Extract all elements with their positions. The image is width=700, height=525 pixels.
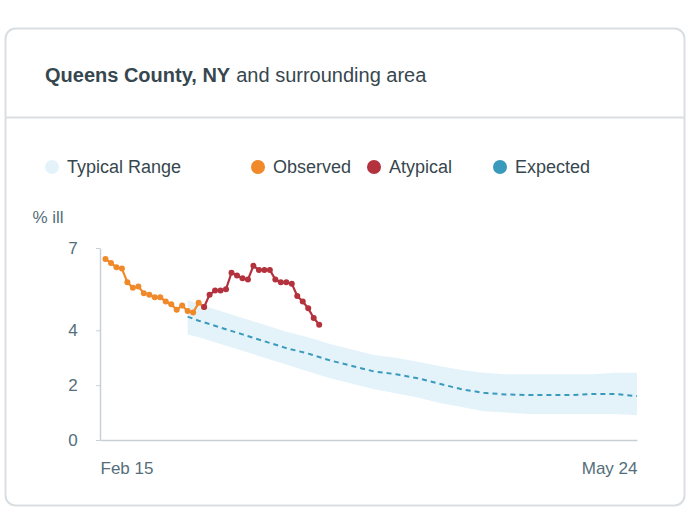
data-point: [256, 267, 262, 273]
legend-label: Typical Range: [67, 157, 181, 177]
data-point: [113, 264, 119, 270]
y-tick-label: 2: [68, 376, 77, 395]
data-point: [201, 304, 207, 310]
y-tick-label: 0: [68, 431, 77, 450]
data-point: [283, 279, 289, 285]
legend-item: Atypical: [367, 157, 452, 177]
data-point: [185, 308, 191, 314]
series-markers: [201, 263, 322, 328]
data-point: [245, 277, 251, 283]
data-point: [289, 281, 295, 287]
typical-range: [188, 300, 637, 415]
series-line: [204, 266, 319, 325]
data-point: [130, 285, 136, 291]
data-point: [108, 260, 114, 266]
y-tick-mark: [96, 440, 100, 441]
data-point: [179, 303, 185, 309]
y-tick-label: 7: [68, 239, 77, 258]
data-point: [212, 288, 218, 294]
x-tick-label: May 24: [582, 459, 638, 478]
y-tick-mark: [96, 385, 100, 386]
data-point: [316, 322, 322, 328]
data-point: [135, 283, 141, 289]
data-point: [174, 307, 180, 313]
series-markers: [102, 256, 207, 315]
data-point: [163, 298, 169, 304]
legend-label: Atypical: [389, 157, 452, 177]
data-point: [124, 279, 130, 285]
data-point: [261, 267, 267, 273]
y-tick-mark: [96, 248, 100, 249]
series-line: [105, 259, 204, 312]
y-tick: 0: [68, 431, 100, 450]
data-point: [250, 263, 256, 269]
data-point: [201, 304, 207, 310]
x-axis: Feb 15 May 24: [101, 440, 638, 478]
y-axis-title: % ill: [32, 208, 63, 227]
legend-item: Expected: [493, 157, 590, 177]
y-tick: 4: [68, 321, 100, 340]
data-point: [102, 256, 108, 262]
data-point: [168, 301, 174, 307]
data-point: [234, 272, 240, 278]
data-point: [157, 294, 163, 300]
data-point: [152, 294, 158, 300]
legend-swatch: [367, 160, 381, 174]
data-point: [311, 315, 317, 321]
legend-swatch: [45, 160, 59, 174]
data-point: [207, 292, 213, 298]
x-axis-line: [101, 440, 638, 442]
data-point: [223, 286, 229, 292]
chart: Queens County, NYand surrounding area Typ…: [0, 0, 700, 525]
title-main: Queens County, NY: [45, 64, 231, 86]
series-line: [188, 317, 637, 397]
data-point: [146, 292, 152, 298]
y-tick-mark: [96, 330, 100, 331]
data-point: [218, 288, 224, 294]
subtitle: and surrounding area: [236, 64, 427, 86]
data-point: [278, 279, 284, 285]
data-point: [239, 275, 245, 281]
legend-swatch: [251, 160, 265, 174]
data-point: [229, 270, 235, 276]
data-point: [300, 298, 306, 304]
y-axis-line: [100, 249, 102, 441]
x-tick-label: Feb 15: [101, 459, 154, 478]
data-point: [196, 300, 202, 306]
legend-label: Expected: [515, 157, 590, 177]
data-point: [119, 266, 125, 272]
data-point: [294, 293, 300, 299]
data-point: [141, 290, 147, 296]
y-axis: 0 2 4 7: [68, 239, 100, 450]
y-tick-label: 4: [68, 321, 77, 340]
y-tick: 7: [68, 239, 100, 258]
legend-swatch: [493, 160, 507, 174]
data-point: [272, 277, 278, 283]
title: Queens County, NYand surrounding area: [45, 64, 427, 86]
y-tick: 2: [68, 376, 100, 395]
x-tick: Feb 15: [101, 440, 154, 478]
plot-area: [102, 256, 637, 415]
data-point: [267, 267, 273, 273]
separator: [6, 117, 684, 119]
card: [6, 29, 685, 506]
legend-label: Observed: [273, 157, 351, 177]
legend-item: Observed: [251, 157, 351, 177]
data-point: [305, 305, 311, 311]
legend-item: Typical Range: [45, 157, 181, 177]
data-point: [190, 309, 196, 315]
x-tick: May 24: [582, 440, 638, 478]
